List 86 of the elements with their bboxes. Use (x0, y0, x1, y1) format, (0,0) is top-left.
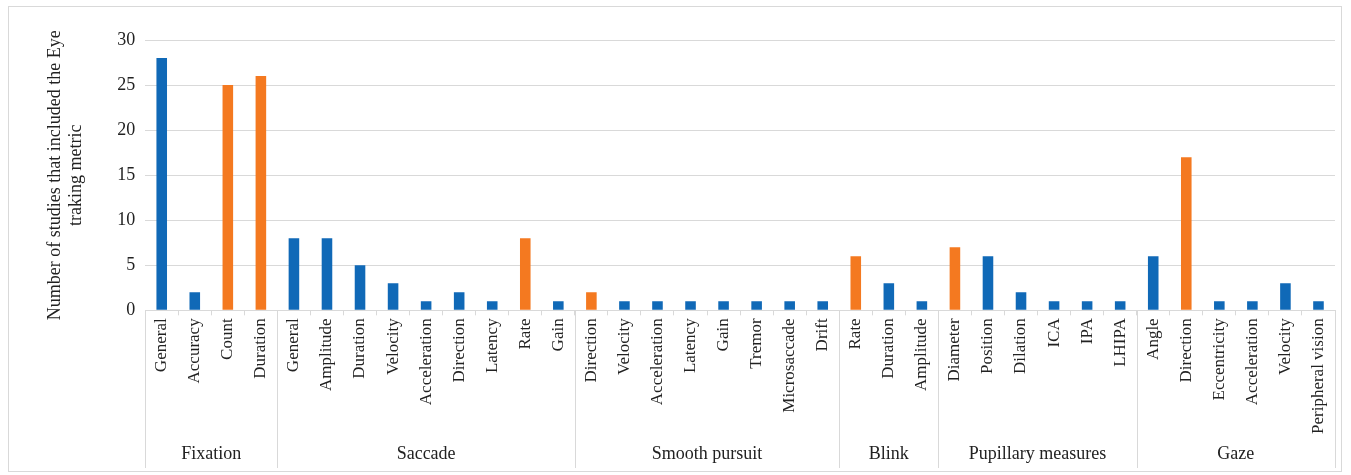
x-tick-label: Direction (448, 317, 468, 383)
x-tick-label: Direction (580, 317, 600, 383)
bar (1313, 301, 1324, 310)
x-tick-label: Amplitude (316, 318, 336, 392)
y-tick-label: 25 (117, 73, 136, 94)
x-tick-label: LHIPA (1109, 317, 1129, 367)
x-tick-label: Drift (812, 318, 832, 352)
y-tick-label: 0 (126, 299, 136, 320)
text: Pupillary measures (968, 442, 1107, 463)
x-tick-label: Acceleration (415, 317, 435, 406)
x-tick-label: Duration (349, 317, 369, 379)
x-tick-label: Amplitude (911, 318, 931, 392)
y-tick-label: 10 (117, 208, 136, 229)
y-axis-title: Number of studies that included the Eye traking metric (43, 30, 86, 321)
bar (321, 238, 333, 310)
bar (949, 247, 961, 310)
bar (1015, 292, 1027, 310)
bar (387, 283, 399, 310)
bar (354, 265, 366, 310)
x-tick-label: Tremor (746, 318, 766, 369)
x-tick-label: Gain (713, 317, 733, 352)
x-tick-label: Diameter (944, 318, 964, 382)
x-tick-label: Velocity (1274, 317, 1294, 375)
y-tick-label: 5 (126, 254, 136, 275)
bar (883, 283, 895, 310)
x-tick-label: Rate (514, 318, 534, 350)
x-tick-label: Gain (547, 317, 567, 352)
bar (553, 301, 564, 310)
x-tick-label: Latency (679, 317, 699, 374)
bar (784, 301, 795, 310)
bar (486, 301, 498, 310)
text: Saccade (396, 442, 456, 463)
x-tick-label: Velocity (382, 317, 402, 375)
bar (1048, 301, 1060, 310)
x-tick-label: Rate (845, 318, 865, 350)
bar (1280, 283, 1291, 310)
bar (1180, 157, 1192, 310)
text: Fixation (181, 442, 242, 463)
x-tick-label: Count (217, 318, 237, 360)
x-tick-label: Position (977, 317, 997, 375)
bar (652, 301, 663, 310)
bar (519, 238, 531, 310)
bar (288, 238, 300, 310)
y-tick-label: 15 (117, 163, 136, 184)
bar (1081, 301, 1093, 310)
x-tick-label: Acceleration (1241, 317, 1261, 406)
x-tick-label: Dilation (1010, 317, 1030, 375)
bar (453, 292, 465, 310)
bar (982, 256, 994, 310)
bar (751, 301, 762, 310)
bar (817, 301, 829, 310)
x-tick-label: Latency (481, 317, 501, 374)
x-tick-label: Angle (1142, 318, 1162, 360)
text: Blink (868, 442, 909, 463)
x-tick-label: General (151, 318, 171, 373)
bar (189, 292, 201, 310)
text: Smooth pursuit (651, 442, 763, 463)
x-tick-label: Direction (1175, 317, 1195, 383)
y-tick-label: 20 (117, 118, 136, 139)
bar (420, 301, 432, 310)
x-tick-label: Velocity (613, 317, 633, 375)
x-tick-label: IPA (1076, 317, 1096, 345)
x-tick-label: Acceleration (646, 317, 666, 406)
bar (685, 301, 696, 310)
x-tick-label: Duration (878, 317, 898, 379)
bar (916, 301, 928, 310)
bar (586, 292, 597, 310)
bar (1247, 301, 1258, 310)
y-tick-label: 30 (117, 28, 136, 49)
bar (850, 256, 862, 310)
bar (619, 301, 630, 310)
bar (255, 76, 267, 310)
x-tick-label: General (283, 318, 303, 373)
bar (222, 85, 234, 310)
text: Gaze (1217, 442, 1255, 463)
x-tick-label: Microsaccade (779, 318, 799, 413)
x-tick-label: Duration (250, 317, 270, 379)
bar (156, 58, 168, 310)
bar (1214, 301, 1225, 310)
x-tick-label: Peripheral vision (1307, 317, 1327, 434)
x-tick-label: ICA (1043, 317, 1063, 348)
x-tick-label: Accuracy (184, 317, 204, 384)
bar (1147, 256, 1159, 310)
x-tick-label: Eccentricity (1208, 317, 1228, 401)
bar (718, 301, 729, 310)
bar (1114, 301, 1126, 310)
